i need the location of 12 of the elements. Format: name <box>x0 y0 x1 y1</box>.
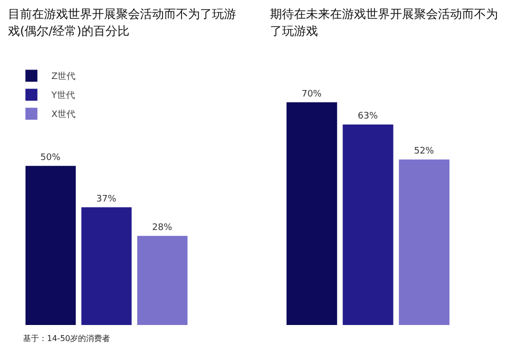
chart-title: 目前在游戏世界开展聚会活动而不为了玩游戏(偶尔/经常)的百分比 <box>8 6 237 40</box>
legend-label: Z世代 <box>51 71 76 82</box>
data-label: 50% <box>40 152 61 163</box>
data-label: 37% <box>96 194 117 204</box>
legend-label: Y世代 <box>50 90 75 102</box>
data-label: 28% <box>152 222 173 233</box>
data-label: 63% <box>358 112 378 122</box>
data-label: 52% <box>414 146 434 157</box>
chart-title: 期待在未来在游戏世界开展聚会活动而不为了玩游戏 <box>270 6 499 40</box>
text: 基于：14-50岁的消费者 <box>23 334 110 343</box>
data-label: 70% <box>302 89 322 100</box>
legend-label: X世代 <box>51 109 76 120</box>
